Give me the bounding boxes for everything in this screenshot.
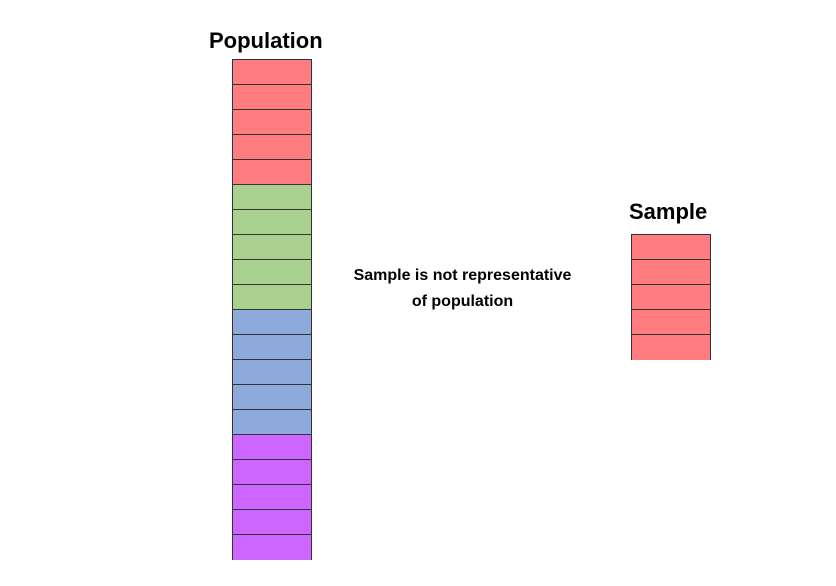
sample-cell [632,260,710,285]
population-cell [233,360,311,385]
sample-cell [632,235,710,260]
population-cell [233,460,311,485]
population-column [232,59,312,560]
population-cell [233,60,311,85]
population-cell [233,510,311,535]
population-cell [233,310,311,335]
population-cell [233,485,311,510]
caption-line-1: Sample is not representative [353,267,572,284]
population-title: Population [209,28,323,53]
population-cell [233,210,311,235]
population-cell [233,135,311,160]
population-cell [233,285,311,310]
sample-title: Sample [629,199,708,224]
population-cell [233,535,311,560]
population-cell [233,435,311,460]
sample-column [631,234,711,360]
sample-cell [632,335,710,360]
population-cell [233,185,311,210]
population-cell [233,160,311,185]
population-cell [233,335,311,360]
population-cell [233,385,311,410]
population-cell [233,85,311,110]
population-cell [233,260,311,285]
caption-line-2: of population [411,293,514,310]
population-cell [233,410,311,435]
population-cell [233,235,311,260]
sample-cell [632,285,710,310]
sample-cell [632,310,710,335]
population-cell [233,110,311,135]
caption: Sample is not representative of populati… [320,263,605,315]
